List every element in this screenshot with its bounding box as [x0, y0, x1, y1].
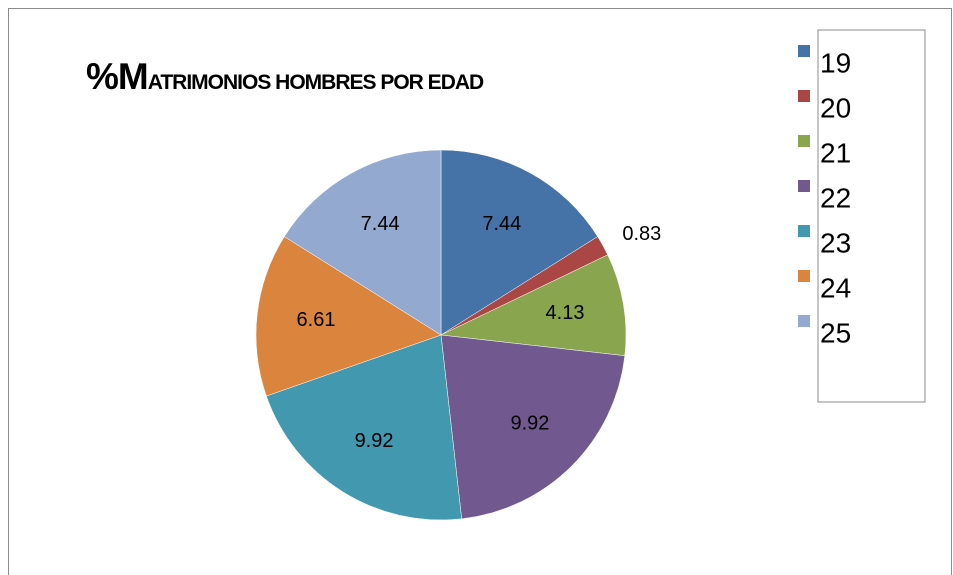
chart-frame: [8, 8, 952, 575]
legend-label: 22: [820, 182, 851, 213]
legend-label: 21: [820, 137, 851, 168]
legend-swatch: [798, 315, 810, 327]
legend-swatch: [798, 270, 810, 282]
pie-slice: [440, 149, 598, 336]
chart-title: %MATRIMONIOS HOMBRES POR EDAD: [86, 56, 484, 97]
legend-swatch: [798, 135, 810, 147]
legend-label: 19: [820, 47, 851, 78]
data-label: 6.61: [297, 309, 336, 331]
legend-label: 23: [820, 227, 851, 258]
data-label: 9.92: [355, 430, 394, 452]
legend-swatch: [798, 45, 810, 57]
data-label: 7.44: [482, 213, 521, 235]
pie-slice: [255, 236, 442, 397]
legend-swatch: [798, 180, 810, 192]
pie-slice: [284, 149, 442, 336]
data-label: 7.44: [361, 213, 400, 235]
pie-slice: [440, 254, 627, 357]
legend-label: 20: [820, 92, 851, 123]
legend-label: 24: [820, 272, 851, 303]
legend-swatch: [798, 90, 810, 102]
legend-box: [817, 29, 926, 403]
data-label: 0.83: [622, 223, 661, 245]
pie-slice: [266, 334, 462, 521]
pie-slice: [440, 334, 626, 520]
legend-swatch: [798, 225, 810, 237]
data-label: 9.92: [510, 412, 549, 434]
data-label: 4.13: [546, 302, 585, 324]
legend-label: 25: [820, 317, 851, 348]
